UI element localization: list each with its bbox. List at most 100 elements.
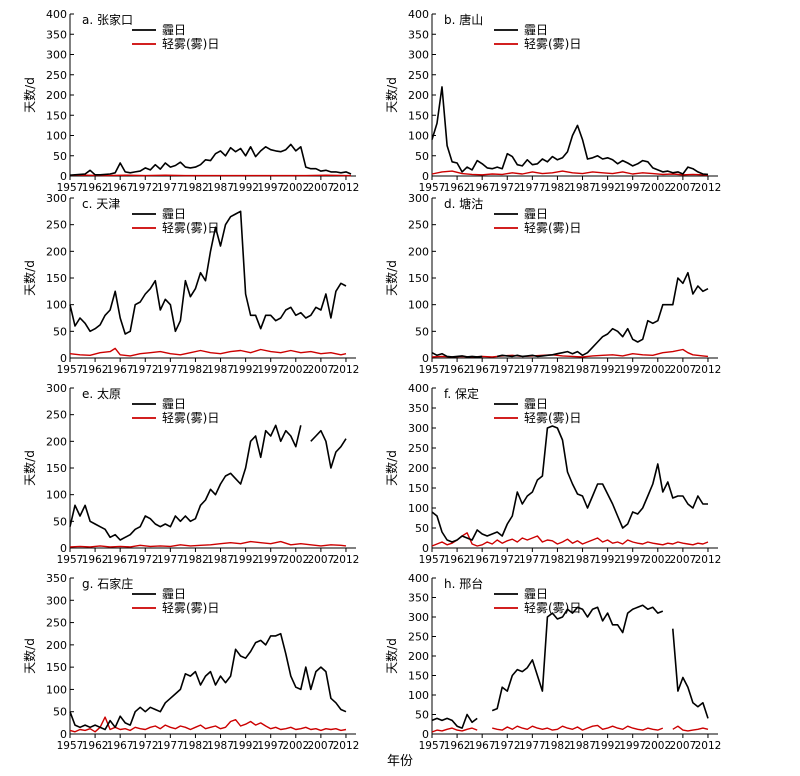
x-tick-label: 2012	[695, 554, 722, 566]
x-tick-label: 2002	[644, 554, 671, 566]
figure-xlabel: 年份	[387, 754, 413, 769]
chart-title: g. 石家庄	[82, 576, 133, 591]
series-line-haze	[69, 424, 347, 541]
x-tick-label: 1997	[257, 740, 284, 752]
y-tick-label: 150	[46, 661, 67, 674]
y-tick-label: 350	[408, 402, 429, 415]
x-tick-label: 1992	[594, 554, 621, 566]
y-tick-label: 250	[46, 409, 67, 422]
chart-panel-1: 0 50 100 150 200 250 300 350 400 1957196219671972…	[22, 8, 359, 194]
y-tick-label: 400	[46, 8, 67, 21]
y-tick-label: 300	[408, 422, 429, 435]
y-tick-label: 0	[422, 352, 429, 365]
y-tick-label: 150	[408, 272, 429, 285]
y-tick-label: 200	[408, 89, 429, 102]
y-tick-label: 50	[53, 325, 67, 338]
x-tick-label: 1962	[82, 740, 109, 752]
legend-label-fog: 轻雾(雾)日	[162, 601, 219, 615]
series-line-fog	[69, 716, 347, 733]
x-tick-label: 2002	[644, 364, 671, 376]
y-tick-label: 100	[46, 130, 67, 143]
x-tick-label: 2007	[670, 554, 697, 566]
x-tick-label: 2007	[308, 182, 335, 194]
chart-title: d. 塘沽	[444, 196, 483, 211]
x-tick-label: 1997	[619, 182, 646, 194]
x-tick-label: 1957	[57, 740, 84, 752]
chart-title: e. 太原	[82, 386, 121, 401]
chart-title: b. 唐山	[444, 12, 483, 27]
legend-label-haze: 霾日	[162, 23, 186, 37]
x-tick-label: 1982	[182, 182, 209, 194]
x-tick-label: 1957	[419, 740, 446, 752]
y-tick-label: 100	[46, 489, 67, 502]
y-axis-label: 天数/d	[384, 450, 399, 486]
y-tick-label: 50	[415, 522, 429, 535]
legend-label-fog: 轻雾(雾)日	[524, 221, 581, 235]
chart-panel-5: 0501001502002503001957196219671972197719…	[22, 382, 359, 566]
series-line-haze	[69, 210, 347, 335]
x-tick-label: 1962	[82, 364, 109, 376]
x-tick-label: 2012	[333, 740, 360, 752]
x-tick-label: 1962	[444, 182, 471, 194]
y-tick-label: 250	[408, 442, 429, 455]
x-tick-label: 1962	[444, 364, 471, 376]
x-tick-label: 1967	[469, 364, 496, 376]
series-line-haze	[431, 271, 709, 358]
x-tick-label: 1977	[519, 554, 546, 566]
y-axis-label: 天数/d	[384, 260, 399, 296]
x-tick-label: 1992	[594, 364, 621, 376]
x-tick-label: 1977	[157, 182, 184, 194]
series-line-fog	[431, 724, 709, 733]
y-tick-label: 200	[46, 639, 67, 652]
x-tick-label: 1982	[544, 740, 571, 752]
y-tick-label: 100	[46, 683, 67, 696]
x-tick-label: 1957	[419, 554, 446, 566]
legend-label-haze: 霾日	[162, 207, 186, 221]
series-line-haze	[69, 632, 347, 731]
y-tick-label: 100	[408, 502, 429, 515]
y-axis-label: 天数/d	[22, 638, 37, 674]
y-axis-label: 天数/d	[22, 260, 37, 296]
legend-label-fog: 轻雾(雾)日	[162, 411, 219, 425]
y-tick-label: 250	[408, 631, 429, 644]
x-tick-label: 2002	[282, 364, 309, 376]
legend-label-fog: 轻雾(雾)日	[524, 411, 581, 425]
x-tick-label: 2007	[308, 740, 335, 752]
x-tick-label: 2002	[282, 740, 309, 752]
legend-label-fog: 轻雾(雾)日	[524, 601, 581, 615]
y-tick-label: 100	[46, 299, 67, 312]
x-tick-label: 1957	[419, 182, 446, 194]
y-tick-label: 350	[46, 28, 67, 41]
y-tick-label: 50	[415, 150, 429, 163]
y-tick-label: 150	[46, 272, 67, 285]
x-tick-label: 1987	[207, 182, 234, 194]
x-tick-label: 1987	[569, 364, 596, 376]
series-line-haze	[431, 425, 708, 543]
x-tick-label: 2007	[670, 182, 697, 194]
chart-title: f. 保定	[444, 386, 479, 401]
y-tick-label: 150	[408, 109, 429, 122]
x-tick-label: 2007	[308, 554, 335, 566]
x-tick-label: 1957	[57, 364, 84, 376]
x-tick-label: 2012	[695, 740, 722, 752]
chart-panel-4: 0501001502002503001957196219671972197719…	[384, 192, 721, 376]
x-tick-label: 1957	[57, 182, 84, 194]
y-tick-label: 200	[46, 245, 67, 258]
x-tick-label: 1997	[257, 182, 284, 194]
y-tick-label: 300	[408, 49, 429, 62]
series-line-haze	[431, 604, 709, 729]
y-tick-label: 350	[46, 572, 67, 585]
x-tick-label: 1972	[494, 182, 521, 194]
y-tick-label: 100	[408, 689, 429, 702]
y-axis-label: 天数/d	[384, 77, 399, 113]
x-tick-label: 1997	[619, 364, 646, 376]
x-tick-label: 1997	[257, 364, 284, 376]
x-tick-label: 1967	[107, 740, 134, 752]
x-tick-label: 2002	[644, 182, 671, 194]
x-tick-label: 1982	[544, 364, 571, 376]
x-tick-label: 1987	[207, 740, 234, 752]
x-tick-label: 1972	[132, 364, 159, 376]
y-tick-label: 100	[408, 130, 429, 143]
x-tick-label: 1967	[469, 554, 496, 566]
x-tick-label: 2007	[670, 740, 697, 752]
